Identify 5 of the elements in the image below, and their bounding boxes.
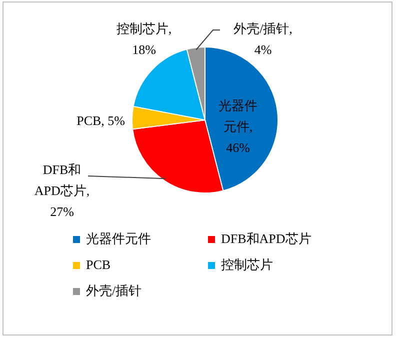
legend-label: DFB和APD芯片 <box>221 231 312 246</box>
legend-label: 光器件元件 <box>86 231 151 246</box>
legend-label: PCB <box>86 257 111 272</box>
legend-label: 外壳/插针 <box>86 283 142 298</box>
legend-label: 控制芯片 <box>221 257 273 272</box>
